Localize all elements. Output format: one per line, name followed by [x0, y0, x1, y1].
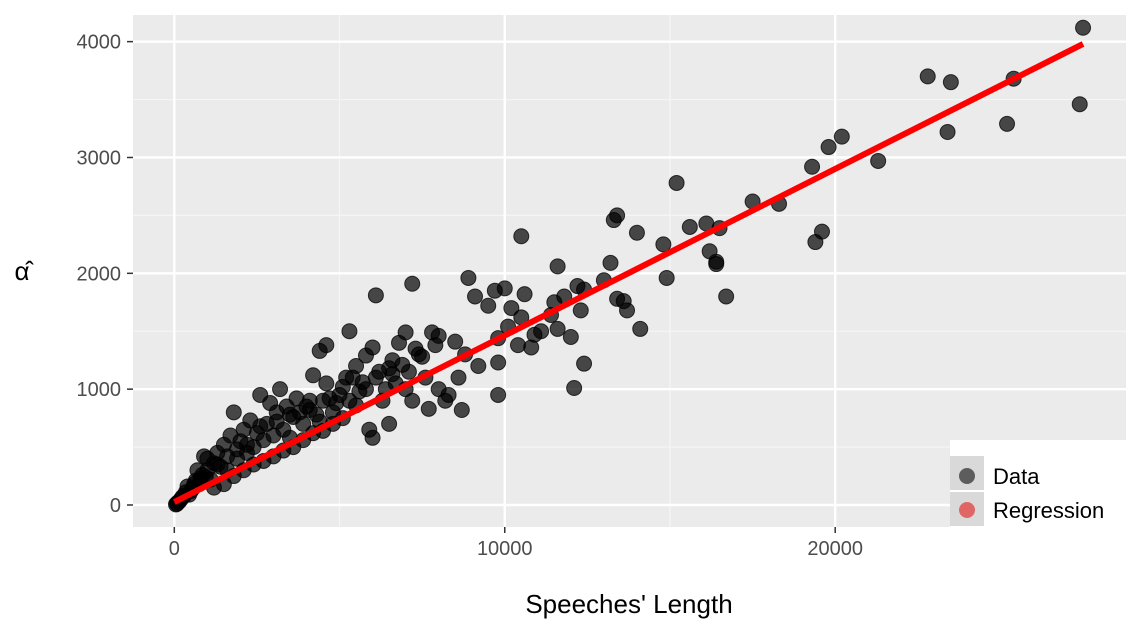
y-axis-title: α̂ — [14, 256, 34, 286]
y-tick-label: 0 — [110, 495, 121, 517]
data-point — [503, 300, 520, 317]
data-point — [681, 218, 698, 235]
data-point — [999, 115, 1016, 132]
data-point — [833, 128, 850, 145]
data-point — [490, 354, 507, 371]
data-point — [509, 337, 526, 354]
regression-line-segment — [172, 41, 1085, 505]
x-axis-ticks: 0 10000 20000 — [169, 527, 863, 560]
data-points — [167, 19, 1092, 513]
data-point — [486, 282, 503, 299]
data-point — [367, 287, 384, 304]
data-point — [460, 269, 477, 286]
data-point — [357, 381, 374, 398]
data-point — [384, 366, 401, 383]
data-point — [513, 228, 530, 245]
data-point — [668, 174, 685, 191]
data-point — [404, 275, 421, 292]
data-point — [939, 123, 956, 140]
y-tick-label: 4000 — [77, 32, 122, 54]
legend-label-regression: Regression — [993, 498, 1104, 523]
legend-marker-regression — [959, 502, 975, 518]
data-point — [453, 402, 470, 419]
data-point — [655, 236, 672, 253]
data-point — [820, 139, 837, 156]
data-point — [470, 357, 487, 374]
data-point — [341, 323, 358, 340]
data-point — [252, 386, 269, 403]
data-point — [391, 334, 408, 351]
data-point — [311, 342, 328, 359]
data-point — [400, 363, 417, 380]
data-point — [516, 286, 533, 303]
data-point — [490, 386, 507, 403]
data-point — [467, 288, 484, 305]
data-point — [480, 297, 497, 314]
data-point — [1075, 19, 1092, 36]
data-point — [414, 348, 431, 365]
data-point — [440, 386, 457, 403]
data-point — [628, 224, 645, 241]
data-point — [344, 369, 361, 386]
data-point — [549, 320, 566, 337]
x-tick-label: 0 — [169, 538, 180, 560]
y-axis-ticks: 0 1000 2000 3000 4000 — [77, 32, 133, 517]
data-point — [381, 415, 398, 432]
data-point — [533, 323, 550, 340]
data-point — [942, 74, 959, 91]
y-tick-label: 2000 — [77, 263, 122, 285]
data-point — [718, 288, 735, 305]
x-axis-title: Speeches' Length — [525, 589, 732, 619]
data-point — [334, 378, 351, 395]
data-point — [361, 421, 378, 438]
data-point — [305, 367, 322, 384]
data-point — [807, 234, 824, 251]
regression-line — [172, 41, 1085, 505]
legend-label-data: Data — [993, 464, 1040, 489]
data-point — [367, 369, 384, 386]
data-point — [566, 379, 583, 396]
data-point — [225, 404, 242, 421]
data-point — [239, 436, 256, 453]
data-point — [252, 418, 269, 435]
data-point — [549, 258, 566, 275]
data-point — [632, 320, 649, 337]
data-point — [658, 269, 675, 286]
data-point — [268, 413, 285, 430]
y-tick-label: 3000 — [77, 147, 122, 169]
x-tick-label: 20000 — [807, 538, 863, 560]
data-point — [357, 347, 374, 364]
data-point — [447, 333, 464, 350]
data-point — [281, 406, 298, 423]
data-point — [919, 68, 936, 85]
data-point — [576, 355, 593, 372]
data-point — [450, 369, 467, 386]
data-point — [420, 400, 437, 417]
y-tick-label: 1000 — [77, 379, 122, 401]
data-point — [708, 256, 725, 273]
data-point — [619, 302, 636, 319]
data-point — [572, 302, 589, 319]
legend: Data Regression — [950, 440, 1146, 532]
data-point — [1071, 96, 1088, 113]
x-tick-label: 10000 — [477, 538, 533, 560]
data-point — [562, 329, 579, 346]
data-point — [602, 254, 619, 271]
data-point — [318, 375, 335, 392]
data-point — [605, 212, 622, 229]
data-point — [328, 395, 345, 412]
data-point — [272, 381, 289, 398]
data-point — [427, 337, 444, 354]
data-point — [870, 152, 887, 169]
data-point — [804, 158, 821, 175]
data-point — [341, 392, 358, 409]
legend-marker-data — [959, 468, 975, 484]
data-point — [301, 402, 318, 419]
data-point — [288, 390, 305, 407]
